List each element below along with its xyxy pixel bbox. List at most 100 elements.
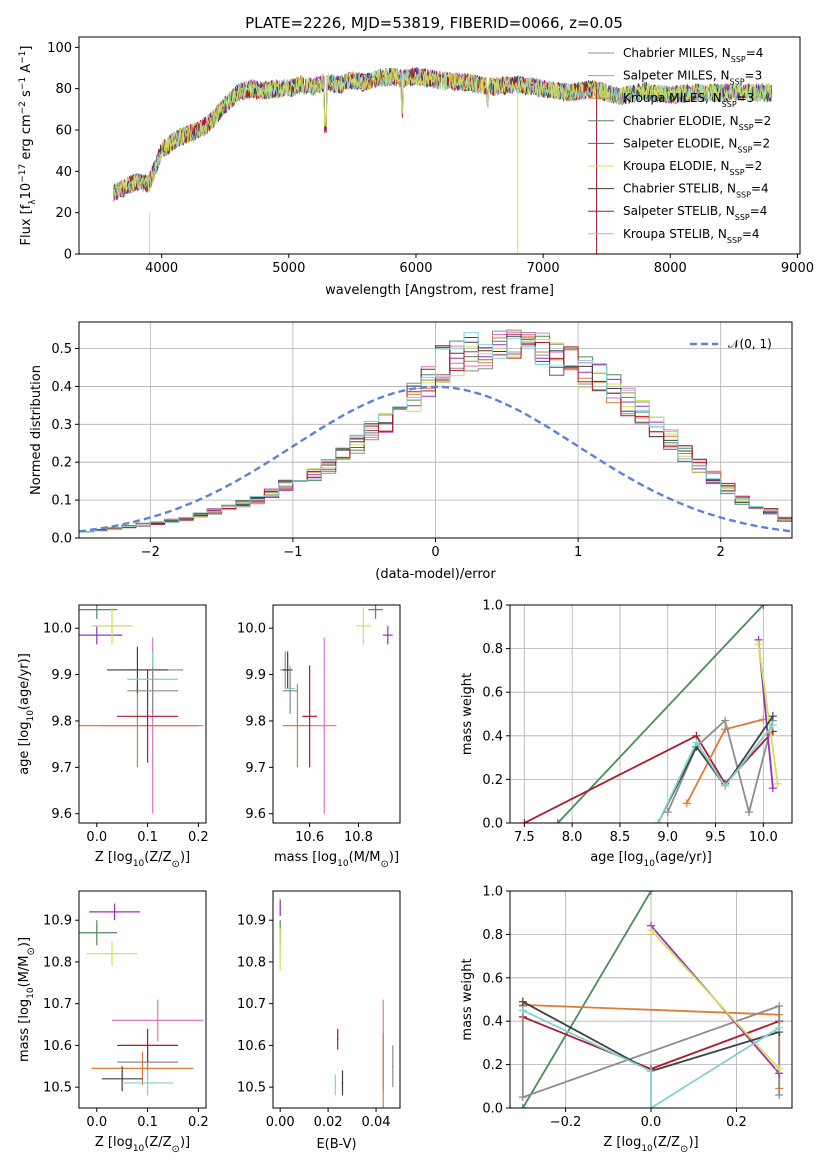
legend-text: Chabrier MILES, N bbox=[623, 46, 731, 60]
y-tick-label: 60 bbox=[55, 124, 72, 139]
spectrum-xlabel: wavelength [Angstrom, rest frame] bbox=[325, 283, 554, 298]
x-tick-label: 0.2 bbox=[188, 830, 209, 845]
age-vs-mass-xlabel: mass [log10(M/M⊙)] bbox=[274, 850, 399, 870]
weight-marker-0 bbox=[553, 819, 562, 823]
age-vs-mass-points bbox=[280, 605, 393, 814]
weight-marker-7 bbox=[647, 1104, 655, 1108]
legend-text: Salpeter ELODIE, N bbox=[623, 136, 737, 150]
y-tick-label: 9.9 bbox=[245, 668, 266, 683]
legend-text: Kroupa ELODIE, N bbox=[623, 159, 730, 173]
age-vs-z-ylabel-part: 10 bbox=[26, 710, 36, 722]
weight-marker-7 bbox=[721, 781, 730, 790]
age-vs-z-frame bbox=[78, 604, 207, 824]
spectrum-ylabel-part: erg cm bbox=[19, 114, 34, 163]
point-6 bbox=[136, 669, 139, 671]
legend-label-4: Salpeter ELODIE, NSSP=2 bbox=[623, 136, 770, 154]
x-tick-label: 0.2 bbox=[188, 1115, 209, 1130]
legend-label-5: Kroupa ELODIE, NSSP=2 bbox=[623, 159, 762, 177]
weight-marker-3 bbox=[775, 1002, 784, 1011]
legend-sub: SSP bbox=[722, 100, 737, 109]
weight-line-7 bbox=[657, 724, 774, 823]
weight-vs-z-xlabel-part: )] bbox=[688, 1135, 698, 1150]
point-9 bbox=[151, 690, 154, 692]
age-vs-z-xlabel-part: ⊙ bbox=[172, 859, 180, 870]
legend-tail: =2 bbox=[752, 136, 770, 150]
age-vs-z-points bbox=[79, 605, 204, 814]
legend-tail: =3 bbox=[745, 69, 763, 83]
point-4 bbox=[113, 911, 116, 913]
point-7 bbox=[146, 715, 149, 718]
weight-marker-6 bbox=[768, 712, 777, 721]
weight-vs-age-xlabel: age [log10(age/yr)] bbox=[590, 850, 712, 869]
legend-label-6: Chabrier STELIB, NSSP=4 bbox=[623, 182, 769, 200]
y-tick-label: 0.0 bbox=[482, 1102, 503, 1117]
y-tick-label: 0.4 bbox=[482, 1015, 503, 1030]
y-tick-label: 10.8 bbox=[237, 955, 266, 970]
residuals-xlabel: (data-model)/error bbox=[375, 567, 496, 582]
weight-marker-5 bbox=[775, 1064, 784, 1073]
y-tick-label: 0.2 bbox=[51, 456, 72, 471]
x-tick-label: 10.8 bbox=[344, 830, 373, 845]
legend-sub: SSP bbox=[727, 235, 742, 244]
point-4 bbox=[386, 634, 389, 636]
point-6 bbox=[121, 1077, 123, 1080]
y-tick-label: 10.6 bbox=[43, 1039, 72, 1054]
mass-vs-ebv-points bbox=[279, 899, 394, 1108]
weight-marker-7 bbox=[692, 738, 701, 747]
y-tick-label: 10.6 bbox=[237, 1039, 266, 1054]
spectrum-ylabel-part: λ bbox=[28, 199, 38, 205]
x-tick-label: 5000 bbox=[272, 261, 305, 276]
spectrum-ylabel-part: −1 bbox=[18, 77, 28, 90]
x-tick-label: 1 bbox=[574, 545, 582, 560]
y-tick-label: 0.8 bbox=[482, 928, 503, 943]
legend-tail: =4 bbox=[746, 46, 764, 60]
weight-marker-4 bbox=[768, 784, 777, 793]
age-vs-z-xlabel-part: 10 bbox=[133, 859, 145, 869]
weight-line-0 bbox=[522, 891, 652, 1108]
x-tick-label: 0.00 bbox=[266, 1115, 295, 1130]
y-tick-label: 0.4 bbox=[51, 380, 72, 395]
age-vs-mass-xlabel-part: (M/M bbox=[349, 850, 381, 865]
y-tick-label: 0.4 bbox=[482, 729, 503, 744]
legend-text: Kroupa STELIB, N bbox=[623, 227, 727, 241]
mass-vs-z-xlabel-part: )] bbox=[180, 1135, 190, 1150]
x-tick-label: 8.0 bbox=[562, 830, 583, 845]
y-tick-label: 0.5 bbox=[51, 342, 72, 357]
mass-vs-ebv-xlabel: E(B-V) bbox=[316, 1137, 356, 1152]
point-4 bbox=[95, 634, 98, 636]
point-1 bbox=[156, 1019, 159, 1022]
legend-sub: SSP bbox=[739, 122, 754, 131]
mass-vs-z-xlabel-part: 10 bbox=[133, 1144, 145, 1154]
y-tick-label: 1.0 bbox=[482, 599, 503, 614]
y-tick-label: 10.8 bbox=[43, 955, 72, 970]
spectrum-ylabel: Flux [fλ10−17 erg cm−2 s−1 A−1] bbox=[18, 46, 38, 246]
x-tick-label: 0 bbox=[431, 545, 439, 560]
legend-tail: =4 bbox=[750, 204, 768, 218]
point-5 bbox=[111, 625, 113, 627]
y-tick-label: 0.3 bbox=[51, 418, 72, 433]
point-2 bbox=[382, 1069, 385, 1072]
age-vs-z-xlabel-part: Z [log bbox=[95, 850, 133, 865]
y-tick-label: 20 bbox=[55, 206, 72, 221]
mass-vs-z-xlabel-part: Z [log bbox=[95, 1135, 133, 1150]
point-9 bbox=[289, 690, 291, 692]
weight-vs-z-lines bbox=[518, 891, 784, 1108]
x-tick-label: 9.0 bbox=[657, 830, 678, 845]
legend-sub: SSP bbox=[735, 213, 750, 222]
point-3 bbox=[95, 931, 98, 934]
x-tick-label: 8000 bbox=[654, 261, 687, 276]
weight-marker-7 bbox=[518, 1006, 527, 1015]
point-5 bbox=[111, 952, 113, 955]
legend-label-1: Salpeter MILES, NSSP=3 bbox=[623, 69, 762, 87]
y-tick-label: 10.7 bbox=[237, 997, 266, 1012]
age-vs-mass-frame bbox=[272, 604, 401, 824]
age-vs-z-ylabel: age [log10(age/yr)] bbox=[17, 653, 36, 775]
x-tick-label: 2 bbox=[717, 545, 725, 560]
y-tick-label: 0.0 bbox=[51, 532, 72, 547]
residual-hist bbox=[79, 329, 792, 533]
weight-line-1 bbox=[523, 730, 774, 823]
legend-text: Kroupa MILES, N bbox=[623, 91, 722, 105]
y-tick-label: 9.6 bbox=[51, 807, 72, 822]
legend-label-8: Kroupa STELIB, NSSP=4 bbox=[623, 227, 760, 245]
weight-marker-0 bbox=[518, 1104, 527, 1108]
